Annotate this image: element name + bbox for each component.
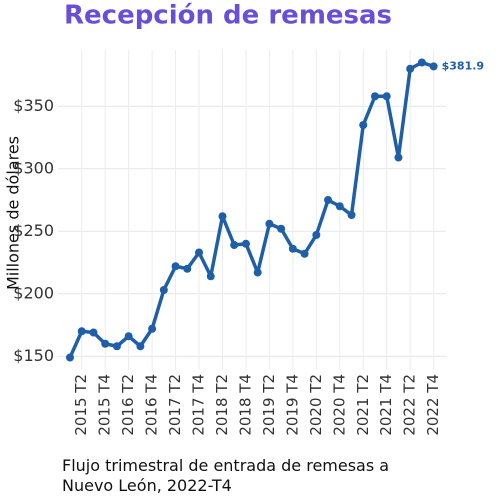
x-tick-label: 2020 T4: [330, 374, 348, 436]
point: [382, 92, 391, 101]
y-tick-label: $150: [13, 346, 54, 365]
x-tick-label: 2015 T2: [72, 374, 90, 436]
x-tick-label: 2017 T2: [166, 374, 184, 436]
point: [101, 339, 110, 348]
x-tick-label: 2017 T4: [190, 374, 208, 436]
point: [300, 249, 309, 258]
point: [230, 241, 239, 249]
point: [347, 211, 356, 219]
data-label: $381.9: [442, 59, 484, 72]
x-tick-label: 2016 T2: [119, 374, 137, 436]
x-tick-label: 2020 T2: [307, 374, 325, 436]
x-tick-label: 2018 T2: [213, 374, 231, 436]
point: [195, 248, 204, 257]
point: [406, 64, 415, 73]
x-tick-label: 2018 T4: [236, 374, 254, 436]
point: [324, 196, 333, 204]
point: [124, 332, 133, 341]
point: [159, 286, 168, 294]
x-tick-label: 2019 T2: [260, 374, 278, 436]
point: [359, 121, 368, 129]
x-tick-label: 2021 T4: [377, 374, 395, 436]
x-tick-label: 2016 T4: [143, 374, 161, 436]
point: [66, 353, 74, 362]
point: [394, 153, 403, 162]
x-tick-label: 2022 T4: [424, 374, 442, 436]
point: [89, 328, 98, 337]
point: [312, 231, 321, 239]
point: [253, 268, 262, 277]
x-tick-label: 2015 T4: [96, 374, 114, 436]
point: [218, 212, 227, 221]
point: [265, 219, 274, 228]
point: [171, 262, 180, 271]
point: [136, 342, 145, 351]
x-tick-label: 2022 T2: [401, 374, 419, 436]
point: [335, 202, 344, 211]
x-tick-label: 2019 T4: [283, 374, 301, 436]
point: [277, 224, 286, 233]
y-axis-label: Millones de dólares: [4, 136, 23, 290]
caption: Flujo trimestral de entrada de remesas a…: [62, 456, 390, 495]
y-tick-label: $300: [13, 158, 54, 177]
point: [429, 62, 438, 71]
x-tick-label: 2021 T2: [354, 374, 372, 436]
y-tick-label: $250: [13, 221, 54, 240]
point: [148, 324, 157, 333]
y-tick-label: $350: [13, 96, 54, 115]
point: [241, 239, 250, 248]
point: [370, 92, 379, 101]
point: [112, 342, 121, 351]
point: [183, 264, 192, 273]
point: [206, 272, 215, 281]
point: [288, 244, 297, 253]
chart-title: Recepción de remesas: [64, 1, 392, 31]
point: [417, 58, 426, 67]
point: [77, 327, 86, 336]
y-tick-label: $200: [13, 283, 54, 302]
